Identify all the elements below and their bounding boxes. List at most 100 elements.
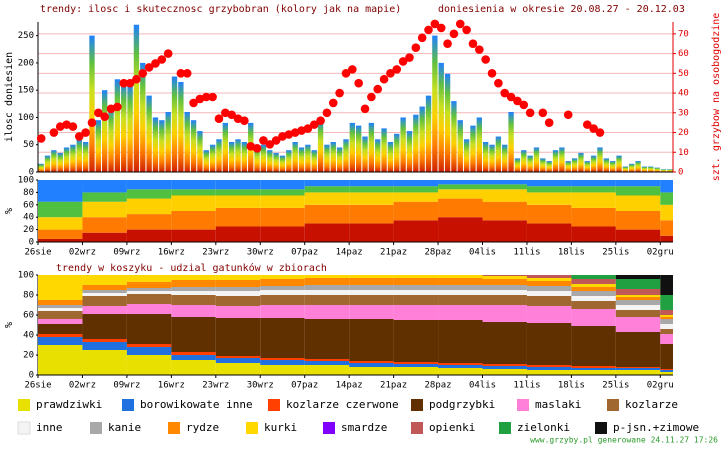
segment [482,184,527,190]
segment [126,314,172,344]
x-tick-label: 14paz [336,381,363,391]
bar [502,144,508,172]
segment [126,198,172,215]
segment [660,317,673,319]
bar [438,62,444,173]
segment [526,286,572,291]
segment [38,319,83,324]
segment [126,344,172,347]
bar [368,122,375,172]
segment [126,275,172,282]
y-tick-label: 250 [18,31,34,41]
segment [526,275,572,278]
segment [393,367,439,375]
legend-label: smardze [341,421,387,434]
segment [438,290,483,295]
bar [324,144,330,172]
bar [375,139,381,172]
segment [82,342,127,350]
segment [393,275,439,278]
segment [349,290,394,295]
bar [343,139,349,172]
bar [470,125,476,172]
x-tick-label: 16wrz [158,381,185,391]
x-tick-label: 07paz [291,381,318,391]
segment [215,275,261,280]
legend-swatch [499,422,511,434]
legend-swatch [411,399,423,411]
segment [349,275,394,278]
segment [215,363,261,375]
x-tick-label: 30wrz [247,381,274,391]
segment [660,180,673,193]
segment [438,180,483,185]
y-tick-label: 0 [678,168,683,178]
segment [660,192,673,205]
segment [615,317,661,332]
segment [260,358,305,360]
dot [335,88,344,98]
y-tick-label: 20 [23,225,34,235]
bar [552,150,559,172]
segment [82,296,127,306]
y-tick-label: 60 [23,200,34,210]
segment [215,296,261,306]
segment [615,300,661,305]
bar [489,144,495,172]
dot [500,88,510,98]
segment [482,275,527,276]
dot [214,114,224,124]
segment [349,367,394,375]
segment [260,365,305,375]
segment [260,279,305,286]
x-tick-label: 28paz [425,381,452,391]
segment [571,370,616,375]
legend-label: maslaki [535,398,581,411]
dot [494,78,503,88]
bar [527,155,533,172]
segment [38,229,83,239]
segment [38,305,83,308]
segment [615,195,661,211]
segment [526,180,572,187]
x-tick-label: 02gru [647,248,674,258]
dot [544,118,554,127]
segment [615,305,661,310]
bar [70,144,76,172]
segment [615,295,661,297]
legend-label: rydze [186,421,219,434]
bar [190,120,197,172]
x-tick-label: 18lis [558,381,585,391]
segment [526,291,572,296]
segment [438,189,483,199]
segment [82,285,127,290]
segment [82,306,127,314]
segment [571,284,616,287]
segment [82,217,127,233]
segment [82,192,127,202]
segment [38,308,83,311]
segment [260,189,305,196]
segment [215,195,261,208]
bar [667,169,673,172]
segment [438,285,483,290]
segment [615,211,661,230]
bar [44,155,51,172]
bar [533,147,540,172]
y-tick-label: 80 [23,291,34,301]
bar [286,150,292,172]
bar [298,147,305,172]
bar [622,166,629,172]
bar [89,35,95,172]
legend-swatch [268,399,280,411]
y-tick-label: 100 [18,271,34,281]
segment [526,278,572,281]
bar [362,136,368,172]
segment [482,276,527,279]
segment [393,362,439,364]
segment [571,301,616,309]
segment [482,279,527,285]
segment [171,189,216,196]
dot [348,65,357,74]
x-tick-label: 25lis [602,248,629,258]
